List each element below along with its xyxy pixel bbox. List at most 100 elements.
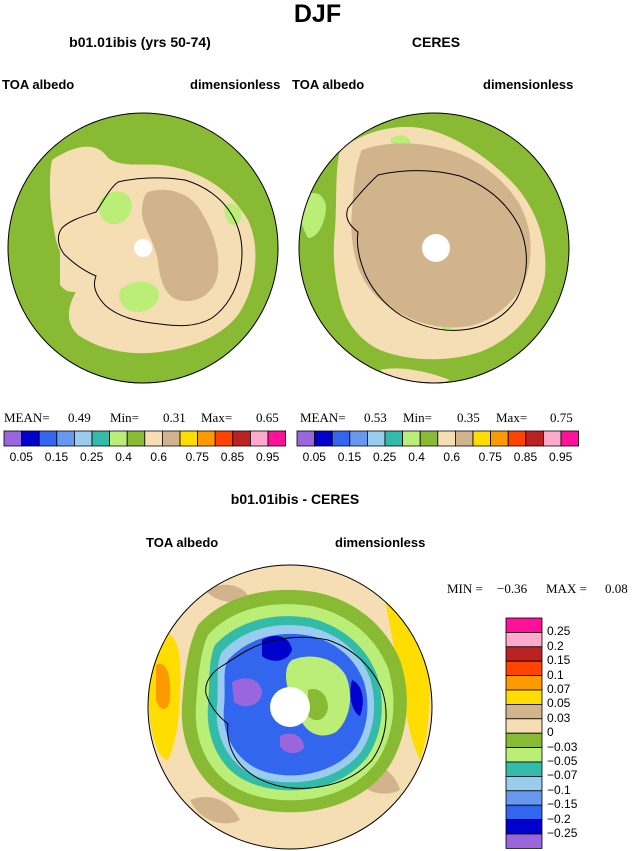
diff-variable-label: TOA albedo: [146, 535, 219, 550]
diff-colorbar-label: −0.1: [547, 782, 571, 797]
ceres-colorbar-swatch: [331, 430, 351, 447]
model-light-green-region: [98, 191, 132, 225]
ceres-colorbar-tick-label: 0.75: [478, 450, 502, 464]
diff-colorbar-label: 0.05: [547, 696, 571, 711]
diff-colorbar-label: −0.2: [547, 811, 571, 826]
ceres-colorbar-tick-label: 0.15: [337, 450, 362, 464]
model-colorbar-tick-label: 0.4: [115, 450, 132, 464]
model-map: [8, 113, 278, 383]
diff-colorbar-label: −0.15: [547, 797, 578, 812]
diff-colorbar-swatch: [505, 776, 543, 792]
model-colorbar-swatch: [249, 430, 269, 447]
model-colorbar-swatch: [161, 430, 181, 447]
diff-colorbar-label: −0.25: [547, 826, 578, 840]
ceres-colorbar-tick-label: 0.85: [513, 450, 538, 464]
ceres-colorbar-tick-label: 0.6: [443, 450, 461, 464]
diff-colorbar-label: 0.25: [547, 624, 571, 639]
ceres-colorbar: [296, 430, 580, 447]
model-colorbar-swatch: [109, 430, 128, 447]
diff-colorbar-label: −0.03: [547, 739, 578, 754]
diff-center-green: [308, 688, 328, 721]
diff-tan-patches: [190, 796, 240, 824]
diff-colorbar-label: 0.1: [547, 667, 564, 682]
ceres-mean-value: 0.53: [364, 410, 387, 425]
diff-purple-patches: [232, 678, 262, 707]
diff-min-value: −0.36: [497, 581, 528, 596]
diff-min-label: MIN =: [447, 581, 483, 596]
diff-map: [148, 565, 432, 849]
ceres-coastline: [346, 170, 527, 331]
diff-heading: b01.01ibis - CERES: [230, 491, 360, 507]
ceres-colorbar-swatch: [366, 430, 386, 447]
diff-colorbar-swatch: [505, 790, 543, 806]
model-mean-value: 0.49: [68, 410, 91, 425]
panel-heading-ceres: CERES: [411, 34, 461, 50]
ceres-units-label: dimensionless: [483, 77, 574, 92]
model-colorbar-tick-label: 0.6: [150, 450, 168, 464]
ceres-colorbar-tick-label: 0.05: [302, 450, 326, 464]
model-colorbar-swatch: [91, 430, 111, 447]
ceres-min-value: 0.35: [457, 410, 480, 425]
model-colorbar-swatch: [56, 430, 75, 447]
ceres-colorbar-swatch: [314, 430, 333, 447]
model-mean-label: MEAN=: [4, 410, 50, 425]
model-colorbar-swatch: [21, 430, 40, 447]
diff-colorbar-swatch: [505, 804, 543, 821]
model-colorbar-swatch: [197, 430, 216, 447]
diff-coastline: [205, 636, 387, 789]
model-tan-region: [141, 189, 219, 302]
diff-colorbar-label: 0.03: [547, 710, 571, 725]
diff-colorbar-swatch: [505, 632, 543, 648]
diff-colorbar-swatch: [505, 761, 543, 777]
diff-colorbar-label: 0.07: [547, 682, 571, 696]
model-max-value: 0.65: [256, 410, 279, 425]
model-colorbar-swatch: [179, 430, 199, 447]
model-colorbar-swatch: [74, 430, 93, 447]
ceres-max-value: 0.75: [550, 410, 573, 425]
model-colorbar-tick-label: 0.95: [256, 450, 280, 464]
model-pole-hole: [134, 239, 152, 257]
diff-colorbar-swatch: [505, 833, 543, 849]
diff-pole-hole: [270, 687, 310, 727]
ceres-colorbar-swatch: [349, 430, 368, 447]
diff-max-value: 0.08: [605, 581, 628, 596]
ceres-colorbar-swatch: [419, 430, 439, 447]
diff-dark-blue-patches: [262, 635, 292, 661]
model-units-label: dimensionless: [190, 77, 281, 92]
model-colorbar-tick-label: 0.25: [80, 450, 104, 464]
model-colorbar-tick-label: 0.85: [220, 450, 245, 464]
model-colorbar: [3, 430, 287, 447]
ceres-colorbar-tick-label: 0.4: [408, 450, 425, 464]
ceres-variable-label: TOA albedo: [292, 77, 365, 92]
ceres-pole-hole: [422, 234, 450, 262]
ceres-min-label: Min=: [403, 410, 433, 425]
ceres-colorbar-tick-label: 0.25: [373, 450, 397, 464]
diff-units-label: dimensionless: [335, 535, 426, 550]
ceres-colorbar-swatch: [437, 430, 456, 447]
ceres-colorbar-swatch: [507, 430, 527, 447]
ceres-colorbar-swatch: [525, 430, 544, 447]
diff-colorbar-label: −0.05: [547, 754, 578, 768]
model-variable-label: TOA albedo: [2, 77, 75, 92]
model-min-label: Min=: [110, 410, 140, 425]
ceres-colorbar-swatch: [472, 430, 492, 447]
diff-colorbar-label: 0.2: [547, 638, 564, 653]
ceres-max-label: Max=: [496, 410, 528, 425]
ceres-colorbar-swatch: [543, 430, 562, 447]
diff-colorbar-swatch: [505, 660, 543, 677]
panel-heading-model: b01.01ibis (yrs 50-74): [69, 34, 211, 50]
model-wheat-region: [49, 146, 256, 354]
diff-colorbar-label: 0: [547, 725, 554, 740]
model-colorbar-tick-label: 0.75: [185, 450, 209, 464]
diff-colorbar-label: −0.07: [547, 768, 578, 783]
model-colorbar-swatch: [232, 430, 251, 447]
ceres-colorbar-tick-label: 0.95: [549, 450, 573, 464]
model-colorbar-swatch: [144, 430, 163, 447]
diff-colorbar: [505, 617, 543, 849]
diff-colorbar-swatch: [505, 675, 543, 691]
ceres-colorbar-swatch: [490, 430, 509, 447]
model-colorbar-swatch: [126, 430, 146, 447]
ceres-mean-label: MEAN=: [300, 410, 346, 425]
model-colorbar-swatch: [3, 430, 23, 447]
